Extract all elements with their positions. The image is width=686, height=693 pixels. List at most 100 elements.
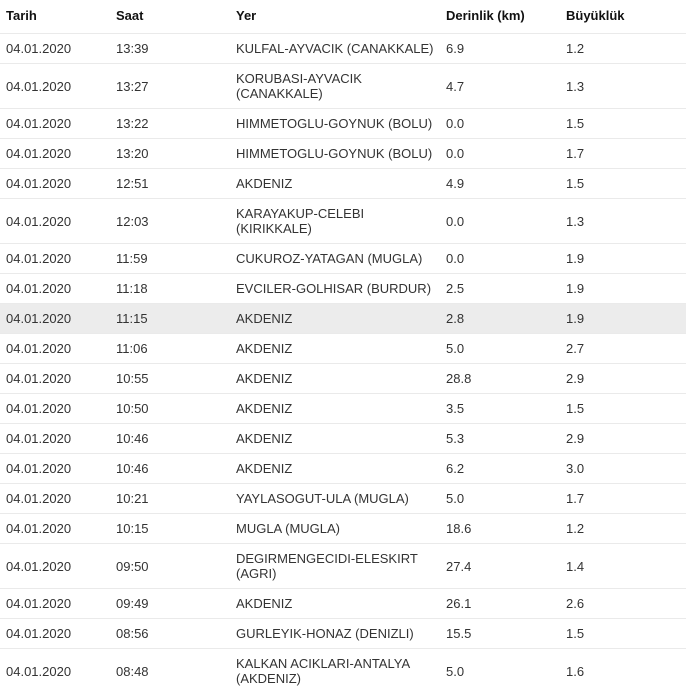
table-row[interactable]: 04.01.202011:15AKDENIZ2.81.9: [0, 304, 686, 334]
cell-yer: KARAYAKUP-CELEBI (KIRIKKALE): [230, 199, 440, 244]
cell-tarih: 04.01.2020: [0, 544, 110, 589]
cell-buyukluk: 1.2: [560, 34, 686, 64]
earthquake-table: Tarih Saat Yer Derinlik (km) Büyüklük 04…: [0, 0, 686, 693]
cell-derinlik: 0.0: [440, 244, 560, 274]
cell-derinlik: 0.0: [440, 139, 560, 169]
cell-buyukluk: 1.5: [560, 394, 686, 424]
cell-derinlik: 26.1: [440, 589, 560, 619]
table-row[interactable]: 04.01.202009:49AKDENIZ26.12.6: [0, 589, 686, 619]
cell-tarih: 04.01.2020: [0, 514, 110, 544]
cell-tarih: 04.01.2020: [0, 274, 110, 304]
table-row[interactable]: 04.01.202008:48KALKAN ACIKLARI-ANTALYA (…: [0, 649, 686, 693]
cell-derinlik: 4.9: [440, 169, 560, 199]
cell-buyukluk: 2.9: [560, 424, 686, 454]
table-row[interactable]: 04.01.202008:56GURLEYIK-HONAZ (DENIZLI)1…: [0, 619, 686, 649]
cell-saat: 10:46: [110, 454, 230, 484]
cell-derinlik: 5.3: [440, 424, 560, 454]
cell-tarih: 04.01.2020: [0, 394, 110, 424]
cell-tarih: 04.01.2020: [0, 169, 110, 199]
cell-buyukluk: 1.9: [560, 304, 686, 334]
cell-saat: 10:55: [110, 364, 230, 394]
cell-tarih: 04.01.2020: [0, 244, 110, 274]
table-row[interactable]: 04.01.202011:18EVCILER-GOLHISAR (BURDUR)…: [0, 274, 686, 304]
table-row[interactable]: 04.01.202011:59CUKUROZ-YATAGAN (MUGLA)0.…: [0, 244, 686, 274]
cell-tarih: 04.01.2020: [0, 364, 110, 394]
cell-yer: KALKAN ACIKLARI-ANTALYA (AKDENIZ): [230, 649, 440, 693]
cell-derinlik: 15.5: [440, 619, 560, 649]
cell-derinlik: 2.8: [440, 304, 560, 334]
col-header-saat[interactable]: Saat: [110, 0, 230, 34]
cell-buyukluk: 1.6: [560, 649, 686, 693]
cell-yer: HIMMETOGLU-GOYNUK (BOLU): [230, 109, 440, 139]
table-row[interactable]: 04.01.202010:46AKDENIZ6.23.0: [0, 454, 686, 484]
table-body: 04.01.202013:39KULFAL-AYVACIK (CANAKKALE…: [0, 34, 686, 693]
table-row[interactable]: 04.01.202010:50AKDENIZ3.51.5: [0, 394, 686, 424]
cell-tarih: 04.01.2020: [0, 304, 110, 334]
cell-yer: YAYLASOGUT-ULA (MUGLA): [230, 484, 440, 514]
cell-saat: 10:15: [110, 514, 230, 544]
table-row[interactable]: 04.01.202013:27KORUBASI-AYVACIK (CANAKKA…: [0, 64, 686, 109]
cell-buyukluk: 1.7: [560, 139, 686, 169]
cell-yer: CUKUROZ-YATAGAN (MUGLA): [230, 244, 440, 274]
table-row[interactable]: 04.01.202012:03KARAYAKUP-CELEBI (KIRIKKA…: [0, 199, 686, 244]
cell-tarih: 04.01.2020: [0, 109, 110, 139]
cell-buyukluk: 1.3: [560, 64, 686, 109]
cell-yer: EVCILER-GOLHISAR (BURDUR): [230, 274, 440, 304]
table-row[interactable]: 04.01.202010:46AKDENIZ5.32.9: [0, 424, 686, 454]
cell-yer: AKDENIZ: [230, 454, 440, 484]
table-row[interactable]: 04.01.202010:21YAYLASOGUT-ULA (MUGLA)5.0…: [0, 484, 686, 514]
cell-yer: AKDENIZ: [230, 364, 440, 394]
cell-tarih: 04.01.2020: [0, 34, 110, 64]
table-row[interactable]: 04.01.202013:39KULFAL-AYVACIK (CANAKKALE…: [0, 34, 686, 64]
cell-tarih: 04.01.2020: [0, 619, 110, 649]
cell-saat: 10:21: [110, 484, 230, 514]
cell-derinlik: 6.9: [440, 34, 560, 64]
cell-yer: KULFAL-AYVACIK (CANAKKALE): [230, 34, 440, 64]
cell-tarih: 04.01.2020: [0, 454, 110, 484]
cell-derinlik: 18.6: [440, 514, 560, 544]
cell-tarih: 04.01.2020: [0, 649, 110, 693]
col-header-buyukluk[interactable]: Büyüklük: [560, 0, 686, 34]
table-row[interactable]: 04.01.202012:51AKDENIZ4.91.5: [0, 169, 686, 199]
table-row[interactable]: 04.01.202010:55AKDENIZ28.82.9: [0, 364, 686, 394]
cell-tarih: 04.01.2020: [0, 589, 110, 619]
cell-tarih: 04.01.2020: [0, 484, 110, 514]
cell-saat: 11:59: [110, 244, 230, 274]
cell-saat: 13:39: [110, 34, 230, 64]
cell-derinlik: 28.8: [440, 364, 560, 394]
table-row[interactable]: 04.01.202013:22HIMMETOGLU-GOYNUK (BOLU)0…: [0, 109, 686, 139]
cell-derinlik: 27.4: [440, 544, 560, 589]
cell-yer: KORUBASI-AYVACIK (CANAKKALE): [230, 64, 440, 109]
table-row[interactable]: 04.01.202010:15MUGLA (MUGLA)18.61.2: [0, 514, 686, 544]
table-row[interactable]: 04.01.202013:20HIMMETOGLU-GOYNUK (BOLU)0…: [0, 139, 686, 169]
cell-saat: 08:56: [110, 619, 230, 649]
cell-buyukluk: 1.5: [560, 169, 686, 199]
cell-buyukluk: 1.3: [560, 199, 686, 244]
cell-derinlik: 5.0: [440, 649, 560, 693]
cell-saat: 09:49: [110, 589, 230, 619]
cell-buyukluk: 1.5: [560, 619, 686, 649]
cell-saat: 09:50: [110, 544, 230, 589]
cell-saat: 11:15: [110, 304, 230, 334]
cell-tarih: 04.01.2020: [0, 199, 110, 244]
cell-derinlik: 2.5: [440, 274, 560, 304]
cell-yer: GURLEYIK-HONAZ (DENIZLI): [230, 619, 440, 649]
col-header-yer[interactable]: Yer: [230, 0, 440, 34]
cell-buyukluk: 2.9: [560, 364, 686, 394]
cell-saat: 13:22: [110, 109, 230, 139]
table-row[interactable]: 04.01.202011:06AKDENIZ5.02.7: [0, 334, 686, 364]
cell-yer: MUGLA (MUGLA): [230, 514, 440, 544]
cell-derinlik: 5.0: [440, 334, 560, 364]
col-header-tarih[interactable]: Tarih: [0, 0, 110, 34]
col-header-derinlik[interactable]: Derinlik (km): [440, 0, 560, 34]
cell-saat: 13:20: [110, 139, 230, 169]
cell-buyukluk: 3.0: [560, 454, 686, 484]
cell-saat: 13:27: [110, 64, 230, 109]
cell-saat: 12:03: [110, 199, 230, 244]
cell-tarih: 04.01.2020: [0, 334, 110, 364]
cell-saat: 08:48: [110, 649, 230, 693]
cell-buyukluk: 1.9: [560, 244, 686, 274]
cell-derinlik: 3.5: [440, 394, 560, 424]
table-row[interactable]: 04.01.202009:50DEGIRMENGECIDI-ELESKIRT (…: [0, 544, 686, 589]
cell-buyukluk: 1.2: [560, 514, 686, 544]
